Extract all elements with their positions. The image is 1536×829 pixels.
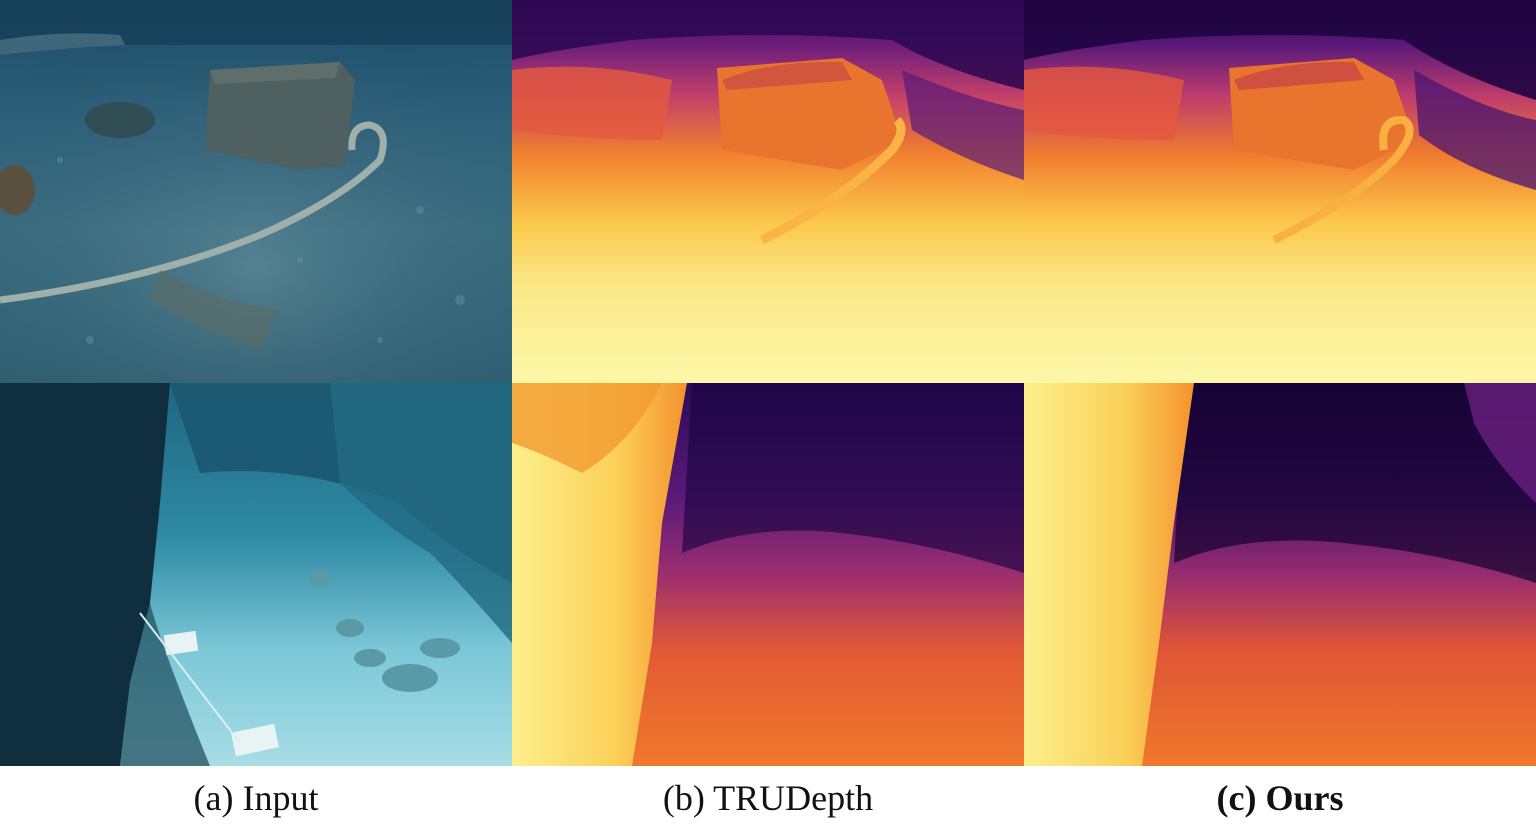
caption-trudepth: (b) TRUDepth	[662, 778, 874, 818]
figure-grid	[0, 0, 1536, 766]
trudepth-depth-row2	[512, 383, 1024, 766]
caption-row: (a) Input (b) TRUDepth (c) Ours	[0, 766, 1536, 829]
trudepth-depth-row1	[512, 0, 1024, 383]
ours-depth-row2	[1024, 383, 1536, 766]
caption-input: (a) Input	[193, 778, 319, 818]
caption-ours: (c) Ours	[1216, 778, 1344, 818]
ours-depth-row1	[1024, 0, 1536, 383]
input-image-row1	[0, 0, 512, 383]
input-image-row2	[0, 383, 512, 766]
